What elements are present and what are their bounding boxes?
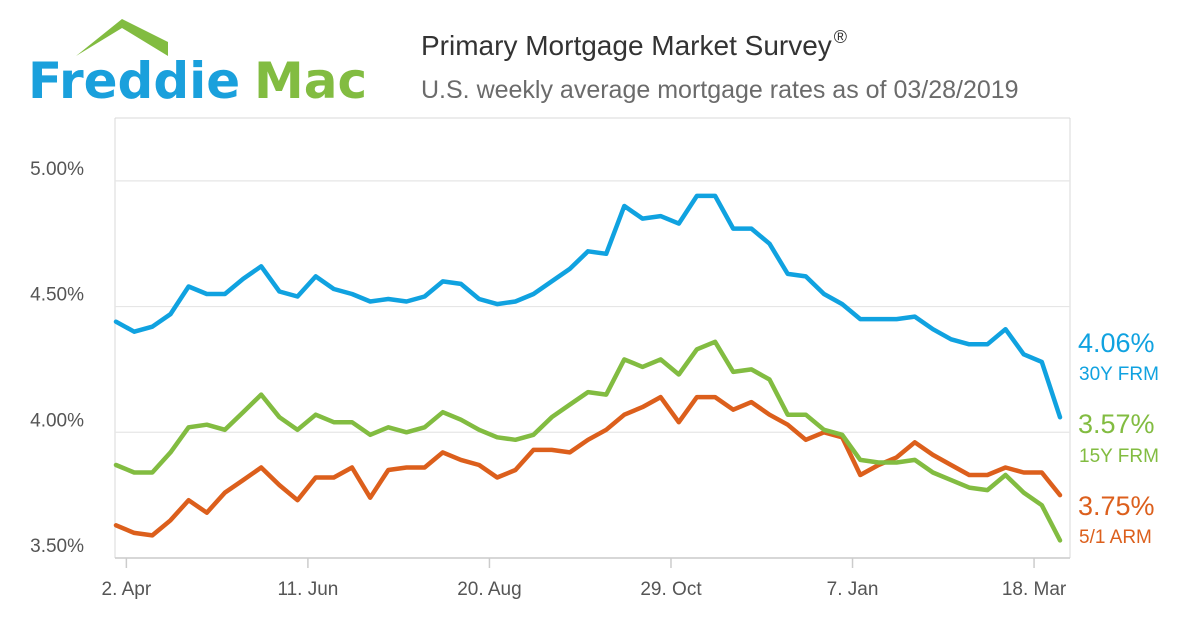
x-tick-label: 18. Mar <box>1002 579 1067 600</box>
end-value-label-30y-frm: 4.06% <box>1078 328 1155 358</box>
chart-title-text: Primary Mortgage Market Survey <box>421 30 832 61</box>
x-tick-label: 11. Jun <box>277 579 338 600</box>
logo-text-freddie: Freddie <box>28 52 240 108</box>
series-line-30y-frm <box>113 193 1063 420</box>
end-value-label-5-1-arm: 3.75% <box>1078 491 1155 521</box>
house-roof-icon <box>76 19 168 56</box>
y-tick-label: 5.00% <box>30 159 84 180</box>
chart-title: Primary Mortgage Market Survey ® <box>421 27 847 62</box>
series-name-label-5-1-arm: 5/1 ARM <box>1079 527 1152 548</box>
x-tick-label: 20. Aug <box>457 579 521 600</box>
registered-mark: ® <box>833 27 848 47</box>
series-line-5-1-arm <box>113 394 1063 538</box>
logo-text-mac: Mac <box>254 52 367 108</box>
y-tick-label: 4.50% <box>30 285 84 306</box>
y-tick-label: 4.00% <box>30 410 84 431</box>
freddie-mac-logo: Freddie Mac <box>28 19 367 108</box>
y-tick-label: 3.50% <box>30 536 84 557</box>
x-tick-label: 29. Oct <box>640 579 702 600</box>
series-name-label-15y-frm: 15Y FRM <box>1079 446 1159 467</box>
series-line-15y-frm <box>113 339 1063 543</box>
chart-subtitle: U.S. weekly average mortgage rates as of… <box>421 76 1019 104</box>
x-tick-label: 7. Jan <box>827 579 879 600</box>
end-value-label-15y-frm: 3.57% <box>1078 409 1155 439</box>
series-name-label-30y-frm: 30Y FRM <box>1079 364 1159 385</box>
x-tick-label: 2. Apr <box>102 579 152 600</box>
